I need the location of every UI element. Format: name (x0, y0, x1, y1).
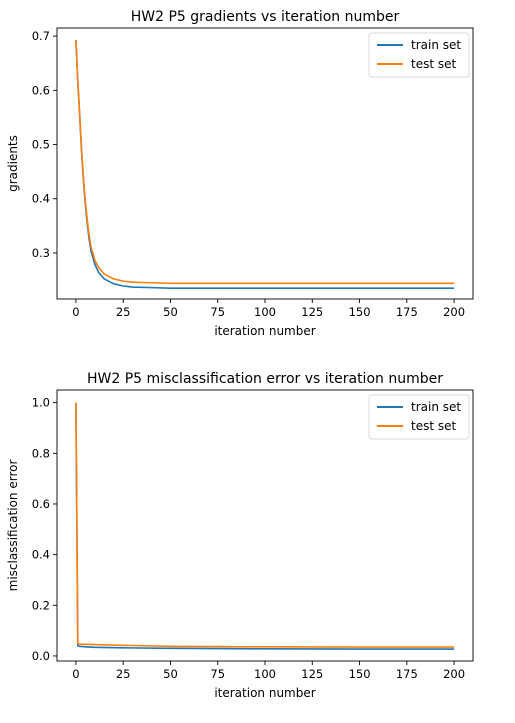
y-axis-label: gradients (6, 135, 20, 192)
legend-label: train set (411, 400, 461, 414)
x-tick-label: 50 (163, 305, 178, 319)
y-tick-label: 0.4 (32, 192, 50, 206)
y-tick-label: 0.2 (32, 598, 50, 612)
x-tick-label: 25 (116, 305, 131, 319)
legend: train set test set (368, 32, 470, 78)
x-tick-label: 25 (116, 667, 131, 681)
x-tick-label: 75 (210, 305, 225, 319)
gradients-chart: HW2 P5 gradients vs iteration number 0 25 5… (6, 9, 474, 338)
legend-label: train set (411, 38, 461, 52)
y-tick-label: 0.0 (32, 649, 50, 663)
x-axis-label: iteration number (214, 324, 315, 338)
legend-label: test set (411, 57, 456, 71)
chart-title: HW2 P5 misclassification error vs iterat… (87, 371, 443, 387)
misclassification-chart: HW2 P5 misclassification error vs iterat… (6, 371, 474, 700)
x-tick-label: 100 (254, 305, 276, 319)
y-tick-label: 0.7 (32, 29, 50, 43)
x-tick-label: 200 (443, 667, 465, 681)
y-tick-label: 0.4 (32, 548, 50, 562)
series-line-test-set (75, 402, 455, 648)
x-tick-label: 150 (349, 305, 371, 319)
x-tick-label: 100 (254, 667, 276, 681)
x-tick-label: 0 (72, 305, 79, 319)
y-tick-label: 0.8 (32, 446, 50, 460)
y-axis-label: misclassification error (6, 460, 20, 592)
series-line-test-set (75, 39, 455, 285)
x-tick-label: 125 (301, 667, 323, 681)
x-tick-label: 175 (396, 667, 418, 681)
y-tick-label: 0.5 (32, 138, 50, 152)
y-tick-label: 0.6 (32, 497, 50, 511)
legend-label: test set (411, 419, 456, 433)
x-tick-label: 200 (443, 305, 465, 319)
x-tick-label: 0 (72, 667, 79, 681)
x-tick-label: 50 (163, 667, 178, 681)
y-tick-label: 1.0 (32, 396, 50, 410)
y-tick-label: 0.6 (32, 83, 50, 97)
x-axis-label: iteration number (214, 686, 315, 700)
x-tick-label: 150 (349, 667, 371, 681)
series-line-train-set (75, 402, 455, 650)
legend: train set test set (368, 394, 470, 440)
x-tick-label: 125 (301, 305, 323, 319)
x-tick-label: 175 (396, 305, 418, 319)
chart-title: HW2 P5 gradients vs iteration number (131, 9, 400, 25)
x-tick-label: 75 (210, 667, 225, 681)
y-tick-label: 0.3 (32, 246, 50, 260)
